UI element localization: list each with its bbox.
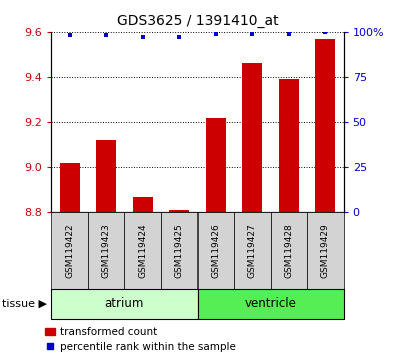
Point bbox=[139, 34, 146, 40]
Text: GSM119425: GSM119425 bbox=[175, 223, 184, 278]
Bar bbox=[206, 118, 226, 212]
Bar bbox=[271, 212, 307, 289]
Text: GSM119424: GSM119424 bbox=[138, 223, 147, 278]
Text: GSM119428: GSM119428 bbox=[284, 223, 293, 278]
Bar bbox=[198, 289, 344, 319]
Text: tissue ▶: tissue ▶ bbox=[2, 298, 47, 309]
Text: ventricle: ventricle bbox=[245, 297, 297, 310]
Bar bbox=[169, 210, 189, 212]
Bar bbox=[279, 79, 299, 212]
Text: GSM119427: GSM119427 bbox=[248, 223, 257, 278]
Text: GSM119423: GSM119423 bbox=[102, 223, 111, 278]
Point bbox=[176, 34, 182, 40]
Text: GSM119426: GSM119426 bbox=[211, 223, 220, 278]
Point bbox=[322, 29, 329, 35]
Bar bbox=[96, 140, 116, 212]
Bar bbox=[51, 289, 198, 319]
Point bbox=[103, 33, 109, 38]
Bar bbox=[242, 63, 262, 212]
Bar bbox=[307, 212, 344, 289]
Legend: transformed count, percentile rank within the sample: transformed count, percentile rank withi… bbox=[45, 327, 236, 352]
Bar bbox=[51, 212, 88, 289]
Bar bbox=[88, 212, 124, 289]
Text: GSM119429: GSM119429 bbox=[321, 223, 330, 278]
Text: atrium: atrium bbox=[105, 297, 144, 310]
Point bbox=[286, 31, 292, 36]
Point bbox=[249, 31, 256, 36]
Point bbox=[213, 31, 219, 36]
Bar bbox=[315, 39, 335, 212]
Bar bbox=[133, 196, 153, 212]
Point bbox=[66, 33, 73, 38]
Title: GDS3625 / 1391410_at: GDS3625 / 1391410_at bbox=[117, 14, 278, 28]
Bar bbox=[234, 212, 271, 289]
Bar bbox=[161, 212, 198, 289]
Bar bbox=[198, 212, 234, 289]
Bar bbox=[124, 212, 161, 289]
Bar bbox=[60, 163, 80, 212]
Text: GSM119422: GSM119422 bbox=[65, 223, 74, 278]
